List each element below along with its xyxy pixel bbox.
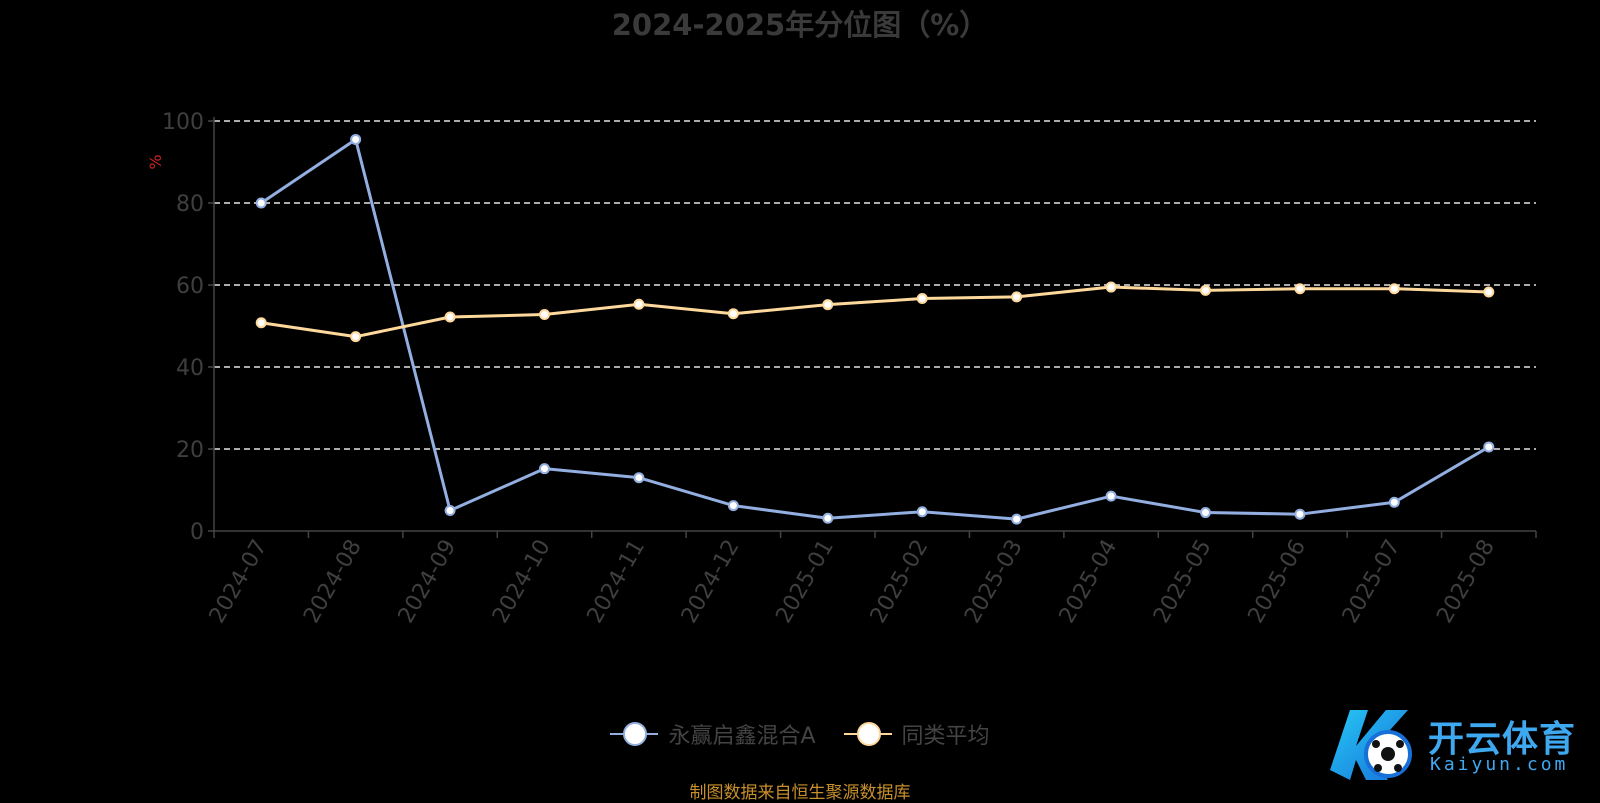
x-tick-label: 2025-03 [960,535,1028,627]
legend-swatch-fund [610,721,659,747]
data-point [1483,286,1495,298]
data-point [1294,283,1306,295]
x-tick-label: 2024-09 [394,536,462,628]
chart-title: 2024-2025年分位图（%） [611,8,989,42]
y-tick-label: 20 [176,438,204,463]
axes [208,117,1537,538]
x-tick-label: 2025-05 [1149,536,1217,628]
data-point [255,317,267,329]
series-line [260,285,1489,339]
y-tick-label: 80 [176,192,204,217]
data-point [539,463,550,475]
x-tick-label: 2025-08 [1432,536,1500,628]
data-point [539,309,550,321]
data-point [1483,441,1495,453]
x-tick-label: 2024-07 [205,536,273,628]
data-point [1200,507,1211,519]
x-tick-label: 2025-04 [1055,536,1123,628]
y-tick-label: 40 [176,356,204,381]
series-points [255,133,1495,525]
data-point [1011,513,1023,525]
data-point [444,505,456,516]
data-point [633,298,645,310]
data-point [822,299,834,311]
legend-dot-fund [623,722,648,746]
legend: 永赢启鑫混合A 同类平均 [0,718,1600,750]
series-line [260,137,1490,521]
data-point [1200,284,1211,296]
data-point [727,308,739,320]
legend-item-fund[interactable]: 永赢启鑫混合A [610,718,816,750]
data-point [1388,496,1400,508]
logo-text: 开云体育 [1428,719,1577,760]
y-tick-label: 0 [190,520,204,545]
data-point [444,311,456,323]
data-point [255,197,267,209]
x-tick-label: 2024-11 [583,536,651,628]
x-tick-label: 2025-07 [1338,536,1406,628]
legend-label-fund: 永赢启鑫混合A [668,724,816,749]
x-tick-label: 2025-02 [866,536,934,628]
line-chart: 0 20 40 60 80 100 2024-07 2024-08 2024-09 2024-1… [146,110,1537,628]
data-point [1105,281,1117,293]
data-point [350,133,362,145]
y-tick-labels: 0 20 40 60 80 100 [162,110,204,545]
x-tick-label: 2025-06 [1244,536,1312,628]
data-point [633,472,645,484]
data-point [1388,283,1400,295]
legend-dot-average [856,722,881,746]
series-lines [260,137,1490,521]
data-point [1011,291,1023,303]
x-tick-labels: 2024-07 2024-08 2024-09 2024-10 2024-11 2024-… [205,535,1500,627]
logo-mark-icon [1330,710,1412,780]
data-point [1294,508,1306,520]
y-tick-label: 60 [176,274,204,299]
legend-item-average[interactable]: 同类平均 [843,718,990,750]
x-tick-label: 2024-12 [677,536,745,628]
x-tick-label: 2024-08 [299,536,367,628]
data-point [350,331,362,343]
x-tick-label: 2024-10 [488,536,556,628]
kaiyun-logo: 开云体育 Kaiyun.com [1316,700,1596,790]
data-source-note: 制图数据来自恒生聚源数据库 [689,783,911,803]
data-point [916,293,928,305]
legend-label-average: 同类平均 [901,724,990,749]
x-tick-label: 2025-01 [771,536,839,628]
data-point [916,506,928,518]
logo-subtext: Kaiyun.com [1430,754,1569,775]
legend-swatch-average [843,721,892,747]
grid-lines [214,120,1536,450]
y-axis-label: % [146,154,165,169]
data-point [822,512,834,524]
y-tick-label: 100 [162,110,204,135]
data-point [727,500,739,512]
data-point [1105,490,1117,502]
